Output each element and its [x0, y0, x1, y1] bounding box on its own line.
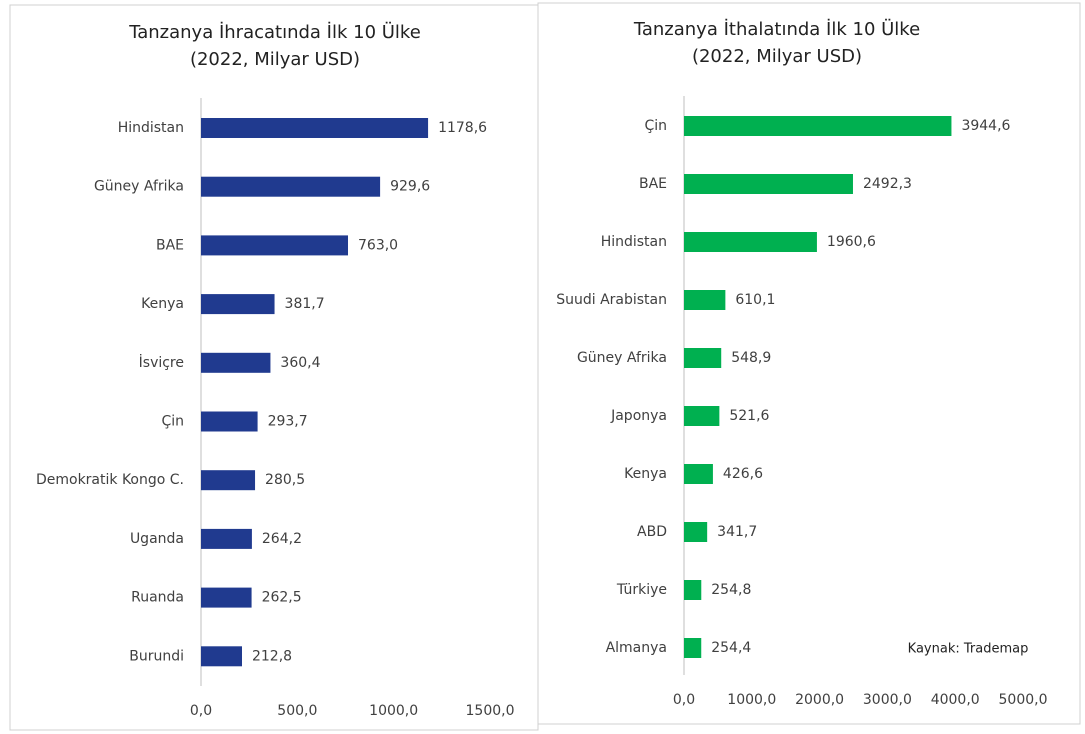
bar [684, 464, 713, 484]
x-tick-label: 5000,0 [999, 692, 1048, 708]
data-label: 548,9 [731, 350, 771, 366]
y-tick-label: Uganda [130, 531, 184, 547]
data-label: 1960,6 [827, 234, 876, 250]
x-tick-label: 4000,0 [931, 692, 980, 708]
data-label: 254,4 [711, 640, 751, 656]
data-label: 254,8 [711, 582, 751, 598]
y-tick-label: İsviçre [139, 353, 184, 371]
y-tick-label: Güney Afrika [94, 179, 184, 195]
data-label: 3944,6 [961, 118, 1010, 134]
bar [684, 348, 722, 368]
chart-subtitle: (2022, Milyar USD) [692, 46, 862, 67]
bar [201, 235, 349, 256]
x-tick-label: 500,0 [277, 703, 317, 719]
bar [684, 116, 952, 136]
data-label: 280,5 [265, 472, 305, 488]
data-label: 212,8 [252, 648, 292, 664]
y-tick-label: BAE [639, 176, 667, 192]
bar [684, 580, 702, 600]
y-tick-label: Almanya [606, 640, 667, 656]
y-tick-label: Hindistan [118, 120, 184, 136]
data-label: 929,6 [390, 179, 430, 195]
data-label: 763,0 [358, 237, 398, 253]
y-tick-label: Japonya [610, 408, 667, 424]
x-tick-label: 0,0 [673, 692, 695, 708]
bar [201, 587, 252, 608]
y-tick-label: Ruanda [131, 590, 184, 606]
y-tick-label: Burundi [129, 648, 184, 664]
bar [201, 470, 256, 491]
y-tick-label: Güney Afrika [577, 350, 667, 366]
y-tick-label: Demokratik Kongo C. [36, 472, 184, 488]
y-tick-label: Kenya [624, 466, 667, 482]
data-label: 1178,6 [438, 120, 487, 136]
bar [201, 294, 275, 315]
x-tick-label: 1000,0 [369, 703, 418, 719]
bar [684, 638, 702, 658]
y-tick-label: ABD [637, 524, 667, 540]
x-tick-label: 3000,0 [863, 692, 912, 708]
y-tick-label: Kenya [141, 296, 184, 312]
bar [684, 522, 708, 542]
data-label: 2492,3 [863, 176, 912, 192]
bar [201, 352, 271, 373]
chart-title: Tanzanya İhracatında İlk 10 Ülke [128, 21, 421, 43]
bar [201, 118, 429, 138]
data-label: 360,4 [280, 355, 320, 371]
bar [684, 232, 817, 252]
data-label: 521,6 [729, 408, 769, 424]
x-tick-label: 1000,0 [727, 692, 776, 708]
x-tick-label: 2000,0 [795, 692, 844, 708]
data-label: 610,1 [735, 292, 775, 308]
panel-left [9, 4, 539, 731]
y-tick-label: Türkiye [616, 582, 667, 598]
y-tick-label: Çin [644, 118, 667, 134]
chart-title: Tanzanya İthalatında İlk 10 Ülke [633, 18, 920, 40]
y-tick-label: BAE [156, 237, 184, 253]
bar [201, 411, 258, 432]
y-tick-label: Hindistan [601, 234, 667, 250]
data-label: 381,7 [285, 296, 325, 312]
data-label: 293,7 [268, 414, 308, 430]
bar [684, 290, 726, 310]
data-label: 426,6 [723, 466, 763, 482]
bar [684, 406, 720, 426]
x-tick-label: 0,0 [190, 703, 212, 719]
bar [684, 174, 853, 194]
data-label: 264,2 [262, 531, 302, 547]
bar [201, 528, 252, 549]
bar [201, 646, 242, 667]
data-label: 341,7 [717, 524, 757, 540]
bar [201, 176, 381, 197]
x-tick-label: 1500,0 [466, 703, 515, 719]
y-tick-label: Çin [161, 414, 184, 430]
chart-subtitle: (2022, Milyar USD) [190, 49, 360, 70]
data-label: 262,5 [262, 590, 302, 606]
y-tick-label: Suudi Arabistan [556, 292, 667, 308]
source-note: Kaynak: Trademap [908, 642, 1029, 657]
